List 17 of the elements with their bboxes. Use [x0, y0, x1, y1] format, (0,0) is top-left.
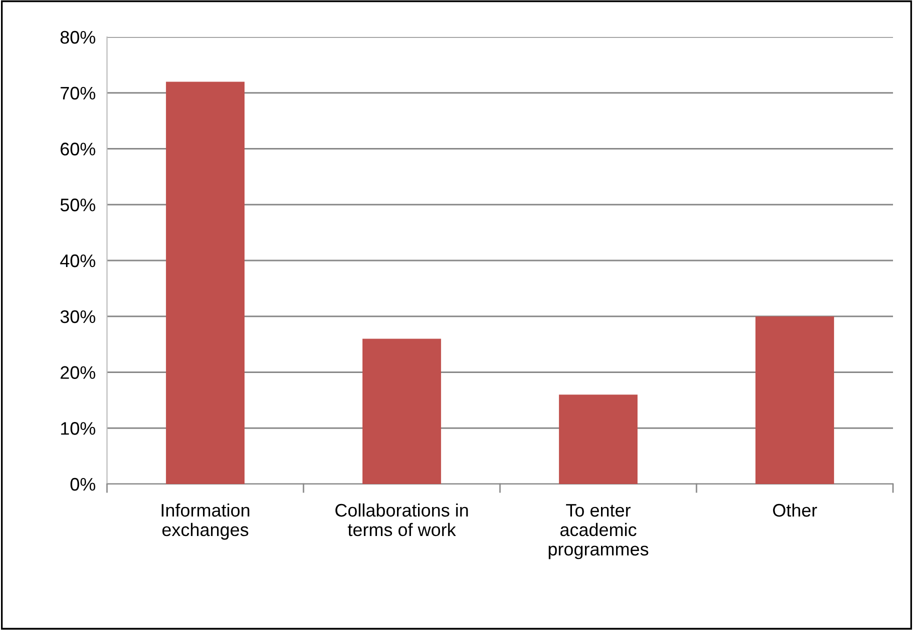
y-tick-label: 60%: [60, 142, 96, 156]
x-tick-label: Other: [773, 503, 818, 517]
y-tick-label: 30%: [60, 310, 96, 324]
y-tick-label: 70%: [60, 86, 96, 100]
y-tick-label: 80%: [60, 30, 96, 44]
y-tick-label: 20%: [60, 366, 96, 379]
bar: [166, 82, 245, 484]
y-tick-label: 50%: [60, 198, 96, 212]
bar: [362, 338, 442, 484]
x-tick-label: Collaborations in terms of work: [335, 503, 468, 536]
bar: [558, 394, 638, 484]
x-tick-label: To enter academic programmes: [548, 504, 648, 560]
y-tick-label: 0%: [70, 478, 96, 491]
y-tick-label: 10%: [61, 422, 96, 435]
bar: [755, 316, 834, 484]
y-tick-label: 40%: [60, 254, 96, 268]
x-tick-label: Information exchanges: [162, 503, 250, 540]
